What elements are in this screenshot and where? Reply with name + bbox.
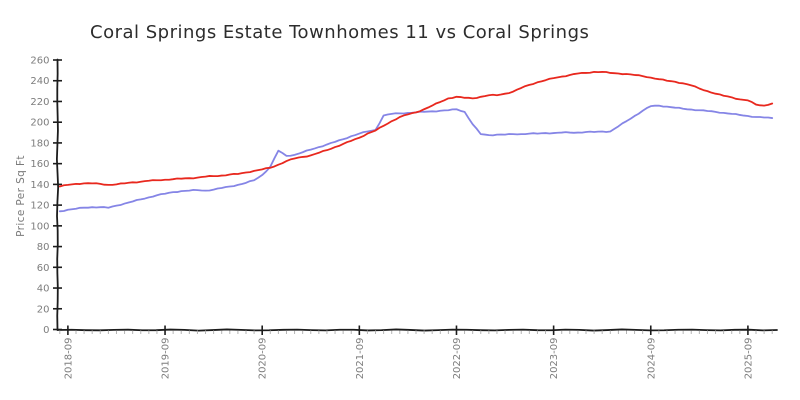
y-axis-spine bbox=[55, 58, 60, 331]
y-tick-label: 60 bbox=[37, 263, 50, 274]
x-tick-label: 2018-09 bbox=[63, 338, 74, 380]
y-tick-label: 40 bbox=[37, 284, 50, 295]
x-axis-spine bbox=[56, 328, 778, 332]
x-tick-label: 2021-09 bbox=[355, 338, 366, 380]
y-tick-label: 240 bbox=[30, 76, 49, 87]
y-tick-label: 180 bbox=[30, 138, 49, 149]
y-axis-label: Price Per Sq Ft bbox=[15, 155, 27, 237]
series-line-coral-springs-estate-townhomes-11 bbox=[58, 104, 774, 213]
x-tick-label: 2022-09 bbox=[452, 338, 463, 380]
y-tick-label: 140 bbox=[30, 180, 49, 191]
chart-title: Coral Springs Estate Townhomes 11 vs Cor… bbox=[90, 22, 589, 43]
x-tick-label: 2023-09 bbox=[549, 338, 560, 380]
y-tick-label: 0 bbox=[43, 325, 49, 336]
y-tick-label: 260 bbox=[30, 56, 49, 67]
series-lines bbox=[58, 71, 774, 213]
y-tick-label: 200 bbox=[30, 118, 49, 129]
y-tick-label: 100 bbox=[30, 221, 49, 232]
y-tick-label: 20 bbox=[37, 304, 50, 315]
x-tick-label: 2024-09 bbox=[646, 338, 657, 380]
axes: 0 20 40 60 80 100 120 140 160 180 200 220 240 260 2018… bbox=[30, 56, 778, 380]
y-tick-label: 120 bbox=[30, 201, 49, 212]
y-tick-label: 220 bbox=[30, 97, 49, 108]
x-tick-label: 2025-09 bbox=[743, 338, 754, 380]
x-tick-label: 2019-09 bbox=[161, 338, 172, 380]
y-tick-label: 80 bbox=[37, 242, 50, 253]
series-line-coral-springs bbox=[58, 71, 774, 188]
x-tick-label: 2020-09 bbox=[258, 338, 269, 380]
y-tick-label: 160 bbox=[30, 159, 49, 170]
